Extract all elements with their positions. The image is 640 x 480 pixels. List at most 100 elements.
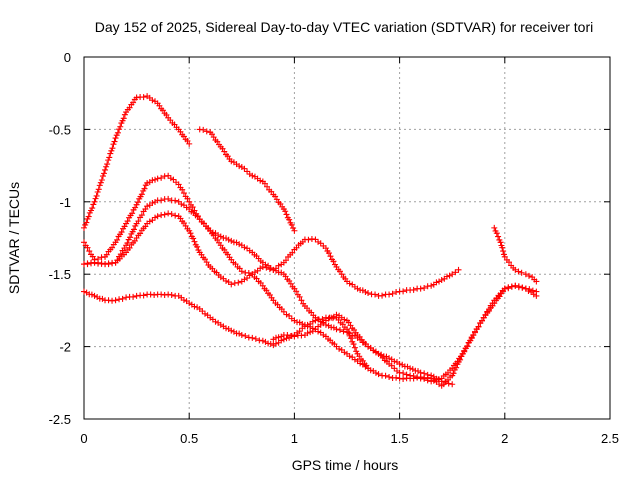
data-point xyxy=(470,332,477,339)
data-point xyxy=(282,208,289,215)
data-point xyxy=(283,335,290,342)
data-point xyxy=(99,173,106,180)
data-point xyxy=(319,316,326,323)
data-point xyxy=(99,295,106,302)
data-point xyxy=(307,329,314,336)
data-point xyxy=(241,244,248,251)
y-tick-label: -2.5 xyxy=(49,412,71,427)
y-tick-label: -2 xyxy=(59,340,71,355)
data-point xyxy=(228,237,235,244)
data-point xyxy=(149,217,156,224)
x-tick-label: 1 xyxy=(291,431,298,446)
data-point xyxy=(410,286,417,293)
data-point xyxy=(144,179,151,186)
data-point xyxy=(449,271,456,278)
data-point xyxy=(228,158,235,165)
data-point xyxy=(365,290,372,297)
data-point xyxy=(327,253,334,260)
data-point xyxy=(241,165,248,172)
data-point xyxy=(391,358,398,365)
data-point xyxy=(280,308,287,315)
data-point xyxy=(349,332,356,339)
data-point xyxy=(455,266,462,273)
data-point xyxy=(336,345,343,352)
data-point xyxy=(130,293,137,300)
data-point xyxy=(336,326,343,333)
data-point xyxy=(130,226,137,233)
data-point xyxy=(120,115,127,122)
y-tick-label: -1 xyxy=(59,195,71,210)
data-point xyxy=(386,355,393,362)
x-tick-label: 0.5 xyxy=(180,431,198,446)
data-point xyxy=(270,266,277,273)
x-tick-label: 2.5 xyxy=(601,431,619,446)
data-point xyxy=(301,323,308,330)
data-point xyxy=(236,163,243,170)
data-point xyxy=(89,205,96,212)
data-point xyxy=(172,212,179,219)
data-point xyxy=(175,181,182,188)
data-point xyxy=(158,174,165,181)
data-point xyxy=(500,248,507,255)
data-point xyxy=(109,244,116,251)
data-point xyxy=(191,303,198,310)
grid-lines xyxy=(84,57,610,419)
data-point xyxy=(497,239,504,246)
data-point xyxy=(106,154,113,161)
data-point xyxy=(161,211,168,218)
data-point xyxy=(493,230,500,237)
data-point xyxy=(96,182,103,189)
data-point xyxy=(238,268,245,275)
data-point xyxy=(187,230,194,237)
data-point xyxy=(467,337,474,344)
x-tick-label: 1.5 xyxy=(391,431,409,446)
data-point xyxy=(244,275,251,282)
data-point xyxy=(107,150,114,157)
data-point xyxy=(421,375,428,382)
data-point xyxy=(217,321,224,328)
data-point xyxy=(172,197,179,204)
y-tick-label: -1.5 xyxy=(49,267,71,282)
data-point xyxy=(81,239,87,246)
data-point xyxy=(296,293,303,300)
data-point xyxy=(351,344,358,351)
data-point xyxy=(388,362,395,369)
data-point xyxy=(452,269,459,276)
data-point xyxy=(491,224,498,231)
data-point xyxy=(315,238,322,245)
data-point xyxy=(449,381,456,388)
data-point xyxy=(126,104,133,111)
data-point xyxy=(228,281,235,288)
data-point xyxy=(235,279,242,286)
data-point xyxy=(261,180,268,187)
data-point xyxy=(149,177,156,184)
data-point xyxy=(184,195,191,202)
data-point xyxy=(84,261,91,268)
data-point xyxy=(346,353,353,360)
data-point xyxy=(389,290,396,297)
data-point xyxy=(103,163,110,170)
data-point xyxy=(515,283,522,290)
data-point xyxy=(325,315,332,322)
data-point xyxy=(109,145,116,152)
data-point xyxy=(189,204,196,211)
data-point xyxy=(286,312,293,319)
data-point xyxy=(382,372,389,379)
data-point xyxy=(291,227,298,234)
data-point xyxy=(298,297,305,304)
data-point xyxy=(350,341,357,348)
data-point xyxy=(333,311,340,318)
data-point xyxy=(296,328,303,335)
data-point xyxy=(286,216,293,223)
data-point xyxy=(117,251,124,258)
data-point xyxy=(365,343,372,350)
data-point xyxy=(272,334,279,341)
data-point xyxy=(124,218,131,225)
data-point xyxy=(259,263,266,270)
data-point xyxy=(391,365,398,372)
data-point xyxy=(178,201,185,208)
data-point xyxy=(393,374,400,381)
data-point xyxy=(379,292,386,299)
data-point xyxy=(317,240,324,247)
